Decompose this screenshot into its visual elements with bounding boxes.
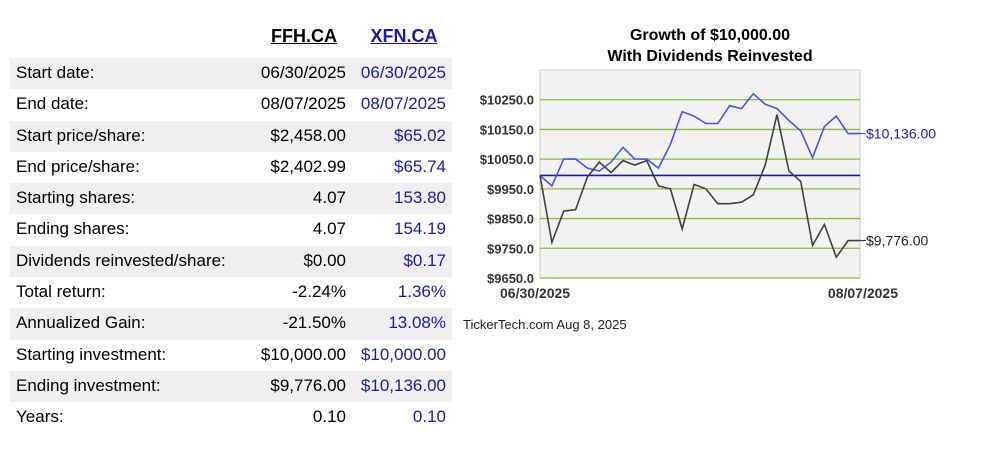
row-label: Total return: xyxy=(16,282,106,302)
ffh-value: 4.07 xyxy=(312,219,346,239)
table-row: Years: 0.10 0.10 xyxy=(10,402,452,433)
xfn-value: $65.74 xyxy=(394,156,446,176)
ffh-value: 4.07 xyxy=(312,188,346,208)
table-row: Start price/share: $2,458.00 $65.02 xyxy=(10,120,452,152)
row-label: End price/share: xyxy=(16,156,140,176)
table-row: Starting investment: $10,000.00 $10,000.00 xyxy=(10,340,452,371)
table-row: Starting shares: 4.07 153.80 xyxy=(10,183,452,215)
table-row: End price/share: $2,402.99 $65.74 xyxy=(10,152,452,183)
xfn-value: $65.02 xyxy=(394,125,446,145)
row-label: Years: xyxy=(16,407,64,427)
table-row: Start date: 06/30/2025 06/30/2025 xyxy=(10,58,452,90)
ffh-value: -21.50% xyxy=(282,313,346,333)
y-tick-label: $10150.0 xyxy=(480,122,534,137)
y-tick-label: $9850.0 xyxy=(487,212,534,227)
ffh-value: 06/30/2025 xyxy=(260,63,346,82)
ffh-value: 08/07/2025 xyxy=(260,94,346,114)
row-label: Ending shares: xyxy=(16,219,130,239)
row-label: End date: xyxy=(16,94,89,114)
row-label: Start price/share: xyxy=(16,125,146,145)
xfn-value: $0.17 xyxy=(403,250,446,270)
ticker-ffh-link[interactable]: FFH.CA xyxy=(271,26,337,46)
chart-title-line-1: Growth of $10,000.00 xyxy=(629,27,791,44)
ffh-value: -2.24% xyxy=(292,282,346,302)
ffh-value: 0.10 xyxy=(312,407,346,427)
xfn-value: 06/30/2025 xyxy=(360,63,446,82)
plot-area xyxy=(539,69,861,279)
xfn-value: $10,136.00 xyxy=(360,375,446,395)
xfn-value: 154.19 xyxy=(394,219,446,239)
xfn-value: 1.36% xyxy=(397,282,446,302)
xfn-value: 153.80 xyxy=(394,188,446,208)
row-label: Starting investment: xyxy=(16,344,167,364)
ffh-value: $9,776.00 xyxy=(270,375,346,395)
ffh-value: $10,000.00 xyxy=(260,344,346,364)
row-label: Ending investment: xyxy=(16,375,161,395)
y-tick-label: $9750.0 xyxy=(487,241,534,256)
table-row: Annualized Gain: -21.50% 13.08% xyxy=(10,308,452,340)
y-tick-label: $9650.0 xyxy=(487,271,534,286)
ticker-xfn-link[interactable]: XFN.CA xyxy=(370,26,438,46)
ffh-value: $0.00 xyxy=(303,250,346,270)
chart-title-line-2: With Dividends Reinvested xyxy=(607,48,813,65)
xfn-value: 0.10 xyxy=(412,407,446,427)
y-tick-label: $10250.0 xyxy=(480,93,534,108)
chart-title: Growth of $10,000.00 With Dividends Rein… xyxy=(540,25,880,67)
table-row: Ending shares: 4.07 154.19 xyxy=(10,214,452,245)
xfn-value: $10,000.00 xyxy=(360,344,446,364)
row-label: Starting shares: xyxy=(16,188,136,208)
x-label-start: 06/30/2025 xyxy=(500,285,570,301)
row-label: Start date: xyxy=(16,63,95,82)
ffh-value: $2,402.99 xyxy=(270,156,346,176)
chart-credit: TickerTech.com Aug 8, 2025 xyxy=(463,317,627,332)
row-label: Dividends reinvested/share: xyxy=(16,250,226,270)
table-row: Ending investment: $9,776.00 $10,136.00 xyxy=(10,370,452,403)
y-tick-label: $10050.0 xyxy=(480,152,534,167)
xfn-value: 08/07/2025 xyxy=(360,94,446,114)
x-label-end: 08/07/2025 xyxy=(828,285,898,301)
comparison-table: FFH.CA XFN.CA Start date: 06/30/2025 06/30… xyxy=(10,22,452,434)
xfn-value: 13.08% xyxy=(388,313,446,333)
xfn-end-label: $10,136.00 xyxy=(866,126,936,142)
ffh-value: $2,458.00 xyxy=(270,125,346,145)
table-header: FFH.CA XFN.CA xyxy=(10,22,452,58)
table-row: Dividends reinvested/share: $0.00 $0.17 xyxy=(10,245,452,278)
table-row: End date: 08/07/2025 08/07/2025 xyxy=(10,89,452,120)
table-row: Total return: -2.24% 1.36% xyxy=(10,277,452,308)
ffh-end-label: $9,776.00 xyxy=(866,233,928,249)
row-label: Annualized Gain: xyxy=(16,313,146,333)
y-tick-label: $9950.0 xyxy=(487,182,534,197)
growth-chart: $10250.0 $10150.0 $10050.0 $9950.0 $9850.0 $9… xyxy=(480,69,936,301)
ffh-series-line xyxy=(539,114,860,259)
